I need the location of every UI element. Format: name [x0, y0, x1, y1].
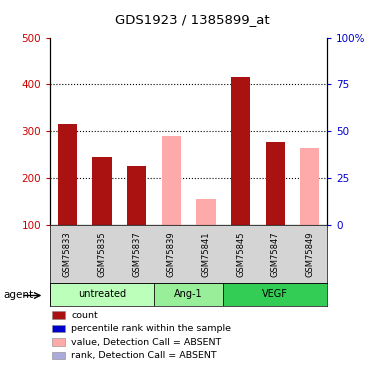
Text: GSM75837: GSM75837	[132, 231, 141, 277]
Bar	[266, 142, 285, 225]
Text: GSM75845: GSM75845	[236, 231, 245, 277]
Bar	[300, 148, 320, 225]
Bar	[127, 166, 146, 225]
Text: untreated: untreated	[78, 290, 126, 299]
Text: count: count	[71, 310, 98, 320]
Text: percentile rank within the sample: percentile rank within the sample	[71, 324, 231, 333]
Text: GSM75833: GSM75833	[63, 231, 72, 277]
Bar	[58, 124, 77, 225]
Text: GSM75835: GSM75835	[97, 231, 107, 277]
Bar	[50, 283, 154, 306]
Bar	[196, 199, 216, 225]
Bar	[162, 136, 181, 225]
Text: GSM75841: GSM75841	[201, 231, 211, 277]
Text: GSM75849: GSM75849	[305, 231, 315, 277]
Bar	[92, 157, 112, 225]
Text: agent: agent	[4, 291, 34, 300]
Text: GSM75847: GSM75847	[271, 231, 280, 277]
Bar	[154, 283, 223, 306]
Text: Ang-1: Ang-1	[174, 290, 203, 299]
Text: VEGF: VEGF	[262, 290, 288, 299]
Text: GDS1923 / 1385899_at: GDS1923 / 1385899_at	[115, 13, 270, 26]
Bar	[223, 283, 327, 306]
Bar	[231, 77, 250, 225]
Text: GSM75839: GSM75839	[167, 231, 176, 277]
Text: rank, Detection Call = ABSENT: rank, Detection Call = ABSENT	[71, 351, 217, 360]
Text: value, Detection Call = ABSENT: value, Detection Call = ABSENT	[71, 338, 221, 346]
